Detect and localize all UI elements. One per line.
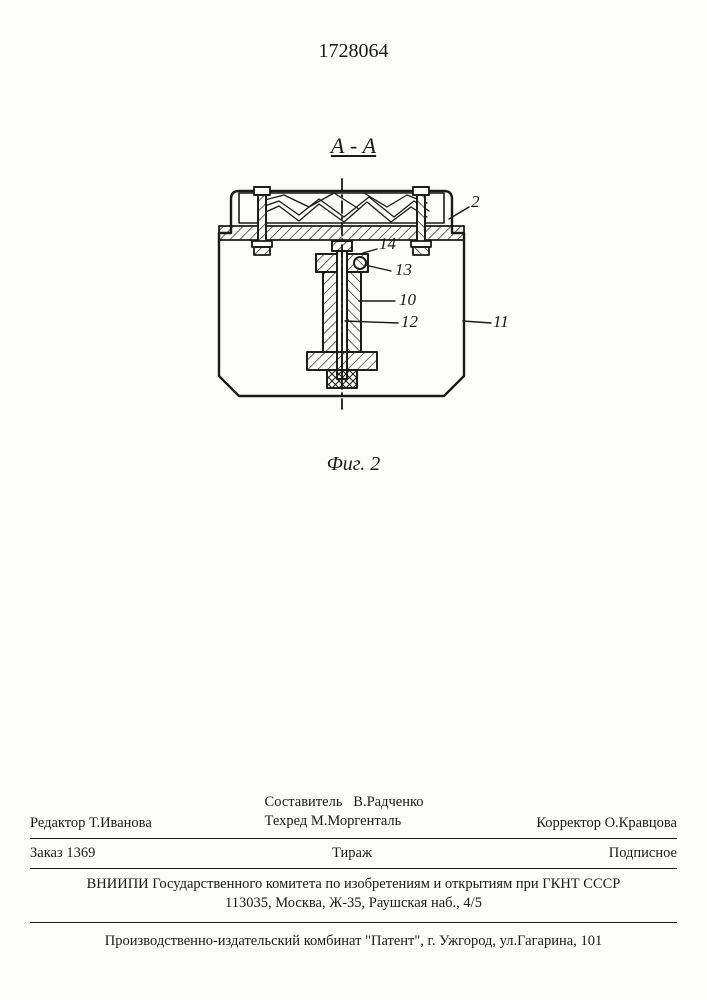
- figure-caption: Фиг. 2: [327, 453, 381, 476]
- callout-11: 11: [493, 312, 509, 331]
- figure-area: А - А: [30, 133, 677, 476]
- callout-13: 13: [395, 260, 412, 279]
- printer-line: Производственно-издательский комбинат "П…: [30, 929, 677, 950]
- corrector: Корректор О.Кравцова: [536, 815, 677, 832]
- figure-svg: 2 14 13 10 12 11: [199, 171, 509, 441]
- order-number: Заказ 1369: [30, 845, 95, 862]
- editor: Редактор Т.Иванова: [30, 815, 152, 832]
- callout-14: 14: [379, 234, 397, 253]
- callout-12: 12: [401, 312, 419, 331]
- callout-10: 10: [399, 290, 417, 309]
- techred: Техред М.Моргенталь: [265, 812, 424, 832]
- compiler: Составитель В.Радченко: [265, 793, 424, 813]
- signed: Подписное: [609, 845, 677, 862]
- footer: Редактор Т.Иванова Составитель В.Радченк…: [30, 793, 677, 950]
- document-number: 1728064: [30, 40, 677, 63]
- address-line-1: ВНИИПИ Государственного комитета по изоб…: [30, 875, 677, 895]
- callout-2: 2: [471, 192, 480, 211]
- tirazh: Тираж: [332, 845, 372, 862]
- section-label: А - А: [331, 133, 376, 159]
- address-line-2: 113035, Москва, Ж-35, Раушская наб., 4/5: [30, 894, 677, 914]
- bolt-left: [252, 187, 272, 255]
